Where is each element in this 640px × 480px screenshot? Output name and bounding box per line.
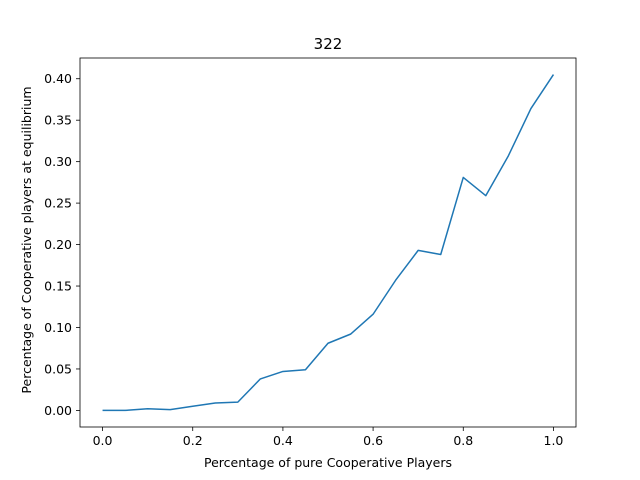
x-tick-label: 0.8 [453,433,473,448]
x-axis: 0.0 0.2 0.4 0.6 0.8 1.0 [93,427,564,448]
y-tick-label: 0.40 [44,71,72,86]
x-tick-label: 0.0 [93,433,113,448]
y-tick-label: 0.15 [44,279,72,294]
x-tick-label: 0.6 [363,433,383,448]
y-axis-label: Percentage of Cooperative players at equ… [19,86,34,393]
y-tick-label: 0.35 [44,113,72,128]
y-tick-label: 0.30 [44,154,72,169]
y-tick-label: 0.25 [44,196,72,211]
y-axis: 0.00 0.05 0.10 0.15 0.20 0.25 0.30 0.35 0.40 [44,71,80,418]
y-tick-label: 0.05 [44,361,72,376]
plot-area [79,57,577,428]
x-axis-label: Percentage of pure Cooperative Players [204,455,452,470]
y-tick-label: 0.00 [44,403,72,418]
y-tick-label: 0.10 [44,320,72,335]
chart-title: 322 [314,35,343,53]
x-tick-label: 1.0 [544,433,564,448]
series-line-0 [102,74,555,412]
x-tick-label: 0.4 [273,433,293,448]
plot-frame [79,57,577,428]
x-tick-label: 0.2 [183,433,203,448]
y-tick-label: 0.20 [44,237,72,252]
